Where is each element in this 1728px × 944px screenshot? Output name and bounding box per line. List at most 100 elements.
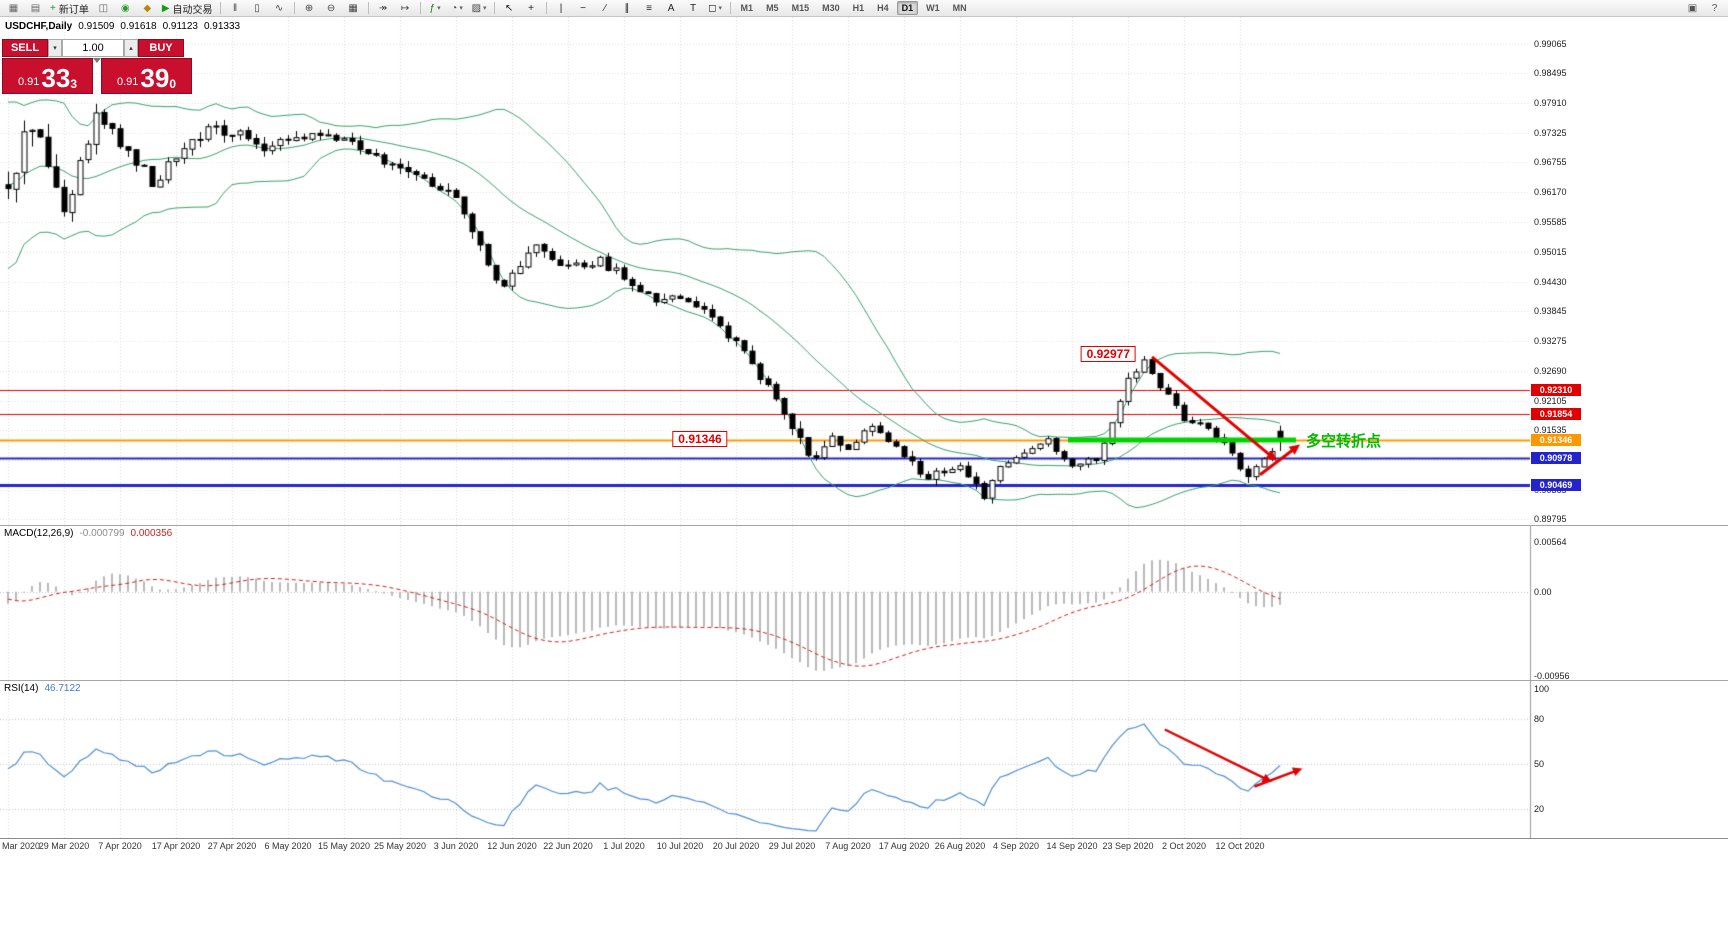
time-axis-label: 26 Aug 2020 — [934, 841, 986, 851]
tile-windows-icon[interactable]: ▦ — [343, 0, 364, 17]
indicators-caret[interactable]: ▾ — [437, 5, 441, 12]
timeframe-button-m30[interactable]: M30 — [822, 3, 840, 13]
time-axis-label: 1 Jul 2020 — [603, 841, 645, 851]
spread-indicator — [93, 58, 101, 94]
timeframe-button-m1[interactable]: M1 — [740, 3, 754, 13]
macd-main-value: -0.000799 — [79, 528, 125, 539]
crosshair-icon[interactable]: + — [521, 0, 542, 17]
shapes-icon: ◻ — [708, 2, 717, 14]
volume-input[interactable] — [62, 39, 124, 57]
buy-price-button[interactable]: 0.91 39 0 — [101, 58, 192, 94]
time-axis-label: 17 Aug 2020 — [878, 841, 930, 851]
fibonacci-icon: ≡ — [646, 2, 652, 14]
time-axis-label: 6 May 2020 — [264, 841, 312, 851]
timeframe-button-m5[interactable]: M5 — [766, 3, 779, 13]
ohlc-close: 0.91333 — [203, 21, 241, 32]
periods-caret[interactable]: ▾ — [459, 5, 463, 12]
indicators-icon[interactable]: ƒ ▾ — [425, 0, 446, 17]
chart-windows-icon: ◫ — [98, 2, 109, 14]
price-level-box: 0.91854 — [1531, 407, 1581, 420]
auto-trading-button[interactable]: ▶ 自动交易 — [159, 0, 216, 17]
time-axis-label: 7 Aug 2020 — [825, 841, 871, 851]
templates-caret[interactable]: ▾ — [483, 5, 487, 12]
chart-shift-icon[interactable]: ↦ — [395, 0, 416, 17]
toolbar-separator — [419, 2, 421, 14]
cursor-icon[interactable]: ↖ — [499, 0, 520, 17]
new-chart-icon[interactable]: ▦ — [3, 0, 24, 17]
trendline-icon[interactable]: ∕ — [595, 0, 616, 17]
shapes-caret[interactable]: ▾ — [718, 5, 722, 12]
price-axis-label: 0.89795 — [1534, 514, 1567, 525]
candlestick-chart-icon[interactable]: ▯ — [247, 0, 268, 17]
zoom-in-icon[interactable]: ⊕ — [299, 0, 320, 17]
crosshair-icon: + — [528, 2, 534, 14]
price-chart-canvas[interactable] — [0, 17, 1728, 525]
turning-point-label[interactable]: 多空转折点 — [1306, 432, 1382, 450]
chart-windows-icon[interactable]: ◫ — [93, 0, 114, 17]
volume-decrease-button[interactable]: ▾ — [48, 39, 62, 57]
price-axis-label: 0.97910 — [1534, 98, 1567, 109]
zoom-out-icon[interactable]: ⊖ — [321, 0, 342, 17]
ohlc-high: 0.91618 — [120, 21, 157, 32]
rsi-name: RSI(14) — [4, 683, 39, 694]
cursor-icon: ↖ — [504, 2, 514, 14]
macd-signal-value: 0.000356 — [130, 528, 173, 539]
shapes-icon[interactable]: ◻ ▾ — [705, 0, 726, 17]
timeframe-button-h4[interactable]: H4 — [877, 3, 889, 13]
peak-price-label[interactable]: 0.92977 — [1080, 345, 1136, 362]
scripts-icon[interactable]: ◆ — [137, 0, 158, 17]
macd-axis-label: -0.00956 — [1534, 671, 1570, 681]
time-axis-label: 2 Oct 2020 — [1161, 841, 1207, 851]
price-axis-label: 0.97325 — [1534, 128, 1567, 139]
text-icon: A — [667, 2, 675, 14]
price-level-box: 0.90469 — [1531, 478, 1581, 491]
label-icon[interactable]: T — [683, 0, 704, 17]
scripts-icon: ◆ — [143, 2, 152, 14]
price-axis-label: 0.95585 — [1534, 217, 1567, 228]
time-axis-label: 15 May 2020 — [317, 841, 371, 851]
timeframe-button-mn[interactable]: MN — [952, 3, 967, 13]
time-axis-label: 7 Apr 2020 — [98, 841, 142, 851]
templates-icon[interactable]: ▨ ▾ — [469, 0, 490, 17]
ohlc-low: 0.91123 — [162, 21, 198, 32]
auto-scroll-icon[interactable]: ↠ — [373, 0, 394, 17]
vertical-line-icon[interactable]: | — [551, 0, 572, 17]
support-price-label[interactable]: 0.91346 — [672, 430, 728, 447]
fibonacci-icon[interactable]: ≡ — [639, 0, 660, 17]
rsi-header: RSI(14) 46.7122 — [4, 683, 81, 694]
price-axis-label: 0.93845 — [1534, 306, 1567, 317]
new-order-button[interactable]: + 新订单 — [47, 0, 92, 17]
market-watch-icon[interactable]: ▤ — [25, 0, 46, 17]
main-chart-panel: USDCHF,Daily 0.91509 0.91618 0.91123 0.9… — [0, 17, 1728, 525]
buy-price-big: 39 — [140, 63, 170, 93]
timeframe-button-w1[interactable]: W1 — [926, 3, 940, 13]
channel-icon[interactable]: ∥ — [617, 0, 638, 17]
time-axis[interactable]: Mar 2020 29 Mar 2020 7 Apr 2020 17 Apr 2020… — [0, 838, 1728, 944]
time-axis-label: 29 Mar 2020 — [38, 841, 90, 851]
help-icon: ? — [1711, 2, 1718, 14]
macd-chart-canvas[interactable] — [0, 526, 1728, 681]
sell-button[interactable]: SELL — [2, 39, 48, 57]
timeframe-button-h1[interactable]: H1 — [852, 3, 865, 13]
rsi-chart-canvas[interactable] — [0, 681, 1728, 839]
horizontal-line-icon[interactable]: − — [573, 0, 594, 17]
line-chart-icon[interactable]: ∿ — [269, 0, 290, 17]
alerts-icon[interactable]: ◉ — [115, 0, 136, 17]
plus-icon: + — [50, 2, 56, 14]
text-icon[interactable]: A — [661, 0, 682, 17]
timeframe-button-m15[interactable]: M15 — [791, 3, 810, 13]
help-icon[interactable]: ? — [1704, 0, 1725, 17]
price-level-box: 0.92310 — [1531, 384, 1581, 397]
timeframe-button-d1[interactable]: D1 — [896, 1, 919, 15]
sell-price-button[interactable]: 0.91 33 3 — [2, 58, 93, 94]
periods-icon[interactable]: ◔ ▾ — [447, 0, 468, 17]
price-axis-label: 0.93275 — [1534, 335, 1567, 346]
toolbars-config-icon[interactable]: ▣ — [1682, 0, 1703, 17]
bar-chart-icon[interactable]: ‖ — [225, 0, 246, 17]
time-axis-label: 12 Jun 2020 — [487, 841, 537, 851]
volume-increase-button[interactable]: ▴ — [124, 39, 138, 57]
buy-button[interactable]: BUY — [138, 39, 184, 57]
indicators-icon: ƒ — [429, 2, 436, 14]
